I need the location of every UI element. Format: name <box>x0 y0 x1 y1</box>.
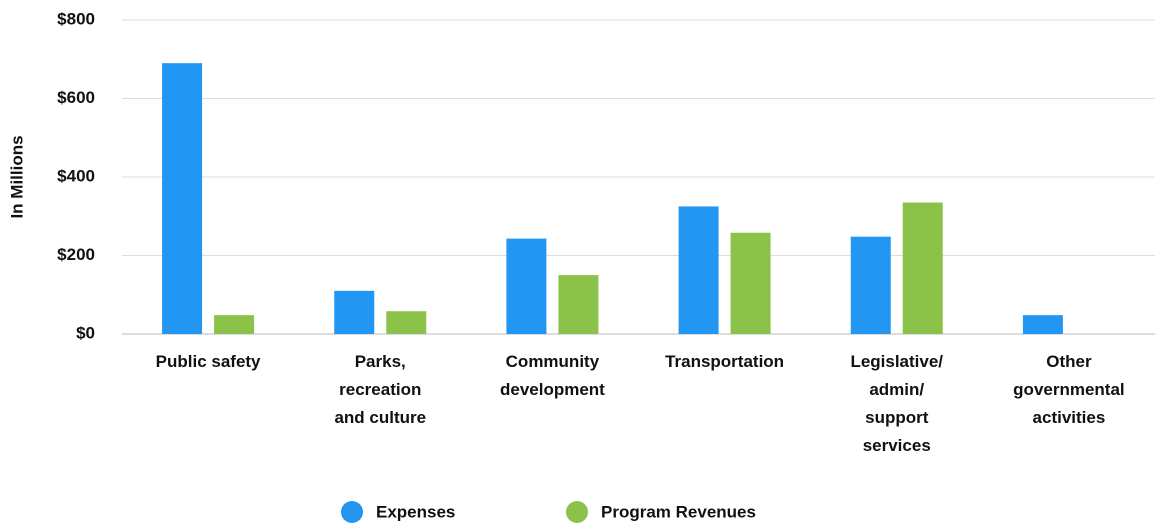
y-tick-label: $400 <box>57 166 95 185</box>
legend-label: Expenses <box>376 502 455 521</box>
x-tick-label: Community development <box>500 352 605 399</box>
bar <box>506 238 547 334</box>
y-tick-label: $200 <box>57 245 95 264</box>
x-tick-label: Transportation <box>665 352 784 371</box>
bar <box>334 290 375 334</box>
bar <box>214 315 255 334</box>
x-tick-label: Parks, recreation and culture <box>334 352 426 427</box>
legend-label: Program Revenues <box>601 502 756 521</box>
x-tick-label: Other governmental activities <box>1013 352 1124 427</box>
legend-swatch <box>566 501 588 523</box>
bar <box>162 63 203 335</box>
x-tick-label: Legislative/admin/support services <box>850 352 943 455</box>
bar <box>730 232 771 334</box>
bar <box>678 206 719 334</box>
bar <box>1022 315 1063 334</box>
y-tick-label: $800 <box>57 9 95 28</box>
y-tick-label: $0 <box>76 323 95 342</box>
x-tick-label: Public safety <box>156 352 261 371</box>
bar <box>902 202 943 334</box>
y-axis-label: In Millions <box>7 135 26 218</box>
bar <box>558 275 599 334</box>
bar <box>386 311 427 334</box>
y-tick-label: $600 <box>57 88 95 107</box>
bar <box>850 236 891 334</box>
legend-swatch <box>341 501 363 523</box>
